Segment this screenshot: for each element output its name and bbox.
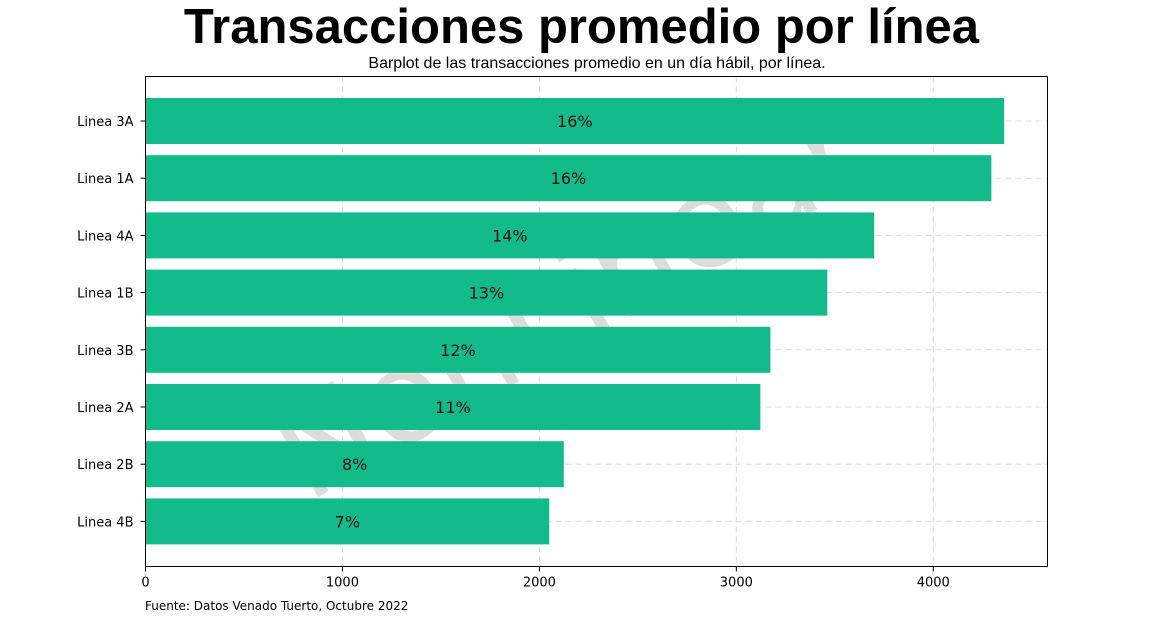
x-tick-label: 0 (141, 576, 149, 591)
x-tick-label: 3000 (720, 576, 753, 591)
bar-data-label: 16% (551, 169, 587, 188)
x-tick-label: 1000 (326, 576, 359, 591)
bar (145, 326, 771, 373)
bar-data-label: 11% (435, 398, 471, 417)
chart-subtitle: Barplot de las transacciones promedio en… (368, 55, 826, 72)
chart-title: Transacciones promedio por línea (183, 0, 980, 54)
x-tick-label: 4000 (917, 576, 950, 591)
source-note: Fuente: Datos Venado Tuerto, Octubre 202… (145, 599, 409, 613)
bar (145, 441, 564, 488)
bar-data-label: 7% (335, 512, 360, 531)
bar-layer (145, 98, 1005, 545)
bar-data-label: 14% (492, 226, 528, 245)
bar (145, 155, 992, 202)
category-label: Linea 4A (77, 229, 133, 244)
category-label: Linea 1B (77, 287, 133, 302)
bar (145, 212, 875, 259)
bar-data-label: 8% (342, 455, 367, 474)
bar-data-label: 16% (557, 112, 593, 131)
x-tick-label: 2000 (523, 576, 556, 591)
label-layer: 16% 16% 14% 13% 12% 11% 8% 7% (335, 112, 593, 531)
category-label: Linea 2B (77, 458, 133, 473)
bar (145, 98, 1005, 144)
category-label: Linea 2A (77, 401, 133, 416)
category-label: Linea 1A (77, 172, 133, 187)
bar (145, 498, 550, 545)
bar (145, 384, 761, 430)
bar-data-label: 12% (440, 341, 476, 360)
bar-data-label: 13% (469, 284, 505, 303)
category-label: Linea 3A (77, 115, 133, 130)
bar (145, 269, 828, 316)
plot-frame (145, 76, 1048, 567)
axis-layer: 0 1000 2000 3000 4000 Linea 3A Linea 1A Linea 4… (77, 115, 950, 591)
category-label: Linea 3B (77, 344, 133, 359)
category-label: Linea 4B (77, 515, 133, 530)
